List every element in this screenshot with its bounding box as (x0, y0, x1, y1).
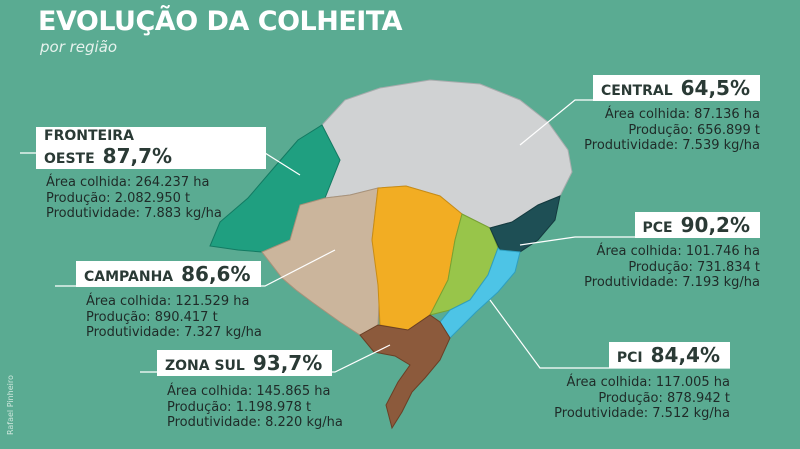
region-fronteira-oeste-name: FRONTEIRA OESTE (44, 128, 134, 167)
region-fronteira-oeste-info: FRONTEIRA OESTE 87,7% Área colhida: 264.2… (36, 127, 266, 222)
region-zona-sul-produtividade: Produtividade: 8.220 kg/ha (167, 415, 343, 430)
region-central-name: CENTRAL (600, 83, 673, 99)
region-fronteira-oeste-header: FRONTEIRA OESTE 87,7% (36, 127, 266, 169)
region-zona-sul-shape[interactable] (359, 314, 451, 430)
region-campanha-produtividade: Produtividade: 7.327 kg/ha (86, 325, 262, 340)
region-pci-area: Área colhida: 117.005 ha (566, 375, 730, 390)
region-fronteira-oeste-pct: 87,7% (102, 144, 173, 168)
region-pce-produtividade: Produtividade: 7.193 kg/ha (584, 275, 760, 290)
region-pce-header: PCE 90,2% (634, 212, 760, 238)
region-zona-sul-area: Área colhida: 145.865 ha (167, 384, 331, 399)
region-campanha-area: Área colhida: 121.529 ha (86, 294, 250, 309)
region-pci-header: PCI 84,4% (608, 342, 730, 368)
region-campanha-pct: 86,6% (181, 262, 251, 286)
region-campanha-header: CAMPANHA 86,6% (76, 261, 261, 287)
region-central-area: Área colhida: 87.136 ha (604, 107, 760, 122)
page-title: EVOLUÇÃO DA COLHEITA (38, 6, 403, 37)
region-fronteira-oeste-area: Área colhida: 264.237 ha (46, 175, 210, 190)
region-pci-pct: 84,4% (650, 343, 720, 367)
region-central-produtividade: Produtividade: 7.539 kg/ha (584, 138, 760, 153)
photo-credit: Rafael Pinheiro (6, 375, 15, 435)
region-pce-shape[interactable] (489, 195, 561, 253)
region-pci-name: PCI (616, 350, 643, 366)
page-subtitle: por região (40, 38, 118, 56)
region-zona-sul-producao: Produção: 1.198.978 t (167, 399, 312, 415)
region-central-info: CENTRAL 64,5% Área colhida: 87.136 ha Pro… (560, 75, 760, 154)
leader-pci (489, 299, 730, 369)
region-pce-producao: Produção: 731.834 t (628, 259, 760, 275)
region-pce-name: PCE (642, 220, 673, 236)
region-zona-sul-name: ZONA SUL (165, 358, 245, 374)
region-pci-producao: Produção: 878.942 t (598, 390, 730, 406)
region-campanha-info: CAMPANHA 86,6% Área colhida: 121.529 ha P… (76, 261, 286, 341)
region-pce-area: Área colhida: 101.746 ha (596, 244, 760, 259)
region-campanha-producao: Produção: 890.417 t (86, 309, 218, 325)
region-pce-info: PCE 90,2% Área colhida: 101.746 ha Produç… (560, 212, 760, 291)
region-pci-info: PCI 84,4% Área colhida: 117.005 ha Produç… (520, 342, 730, 422)
region-zona-sul-info: ZONA SUL 93,7% Área colhida: 145.865 ha P… (157, 350, 367, 431)
region-pci-produtividade: Produtividade: 7.512 kg/ha (554, 406, 730, 421)
region-central-producao: Produção: 656.899 t (628, 122, 760, 138)
region-zona-sul-pct: 93,7% (252, 351, 323, 375)
region-campanha-name: CAMPANHA (84, 269, 174, 285)
region-fronteira-oeste-producao: Produção: 2.082.950 t (46, 190, 191, 206)
region-zona-sul-header: ZONA SUL 93,7% (157, 350, 333, 376)
region-fronteira-oeste-produtividade: Produtividade: 7.883 kg/ha (46, 206, 222, 221)
region-central-pct: 64,5% (680, 76, 750, 100)
region-pce-pct: 90,2% (680, 213, 750, 237)
region-central-header: CENTRAL 64,5% (592, 75, 760, 101)
